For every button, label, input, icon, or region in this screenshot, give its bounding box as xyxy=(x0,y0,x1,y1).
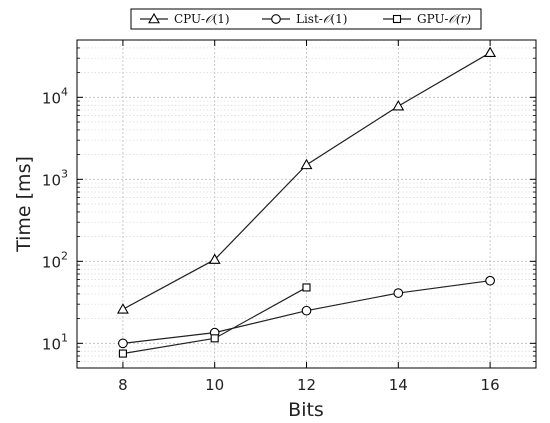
legend-arg: (1) xyxy=(330,12,347,26)
legend-arg: (1) xyxy=(213,12,230,26)
y-tick-base: 10 xyxy=(42,89,61,107)
legend-marker xyxy=(392,14,402,24)
legend-entry: CPU-𝒪(1) xyxy=(140,12,230,26)
legend-label: CPU-𝒪(1) xyxy=(174,12,230,26)
series-layer xyxy=(116,46,497,358)
data-point xyxy=(302,283,311,292)
series-square xyxy=(118,283,311,358)
legend-prefix: GPU- xyxy=(417,12,448,26)
data-point xyxy=(484,46,497,58)
y-axis-label: Time [ms] xyxy=(13,156,35,253)
legend-marker xyxy=(148,12,160,24)
y-tick-base: 10 xyxy=(42,335,61,353)
y-tick-base: 10 xyxy=(42,171,61,189)
legend-label: GPU-𝒪(r) xyxy=(417,12,471,26)
data-point xyxy=(393,288,404,298)
legend-items: CPU-𝒪(1) List-𝒪(1) GPU-𝒪(r) xyxy=(140,12,471,26)
y-tick-label: 101 xyxy=(42,331,68,353)
major-grid xyxy=(77,40,536,368)
y-tick-label: 104 xyxy=(42,85,68,107)
x-tick-label: 10 xyxy=(205,376,224,394)
legend-box xyxy=(130,8,482,30)
data-point xyxy=(210,334,219,343)
x-tick-label: 14 xyxy=(389,376,408,394)
series-circle xyxy=(118,275,495,349)
y-tick-exponent: 3 xyxy=(61,167,68,180)
legend-symbol: 𝒪 xyxy=(323,12,334,26)
data-point xyxy=(485,275,495,286)
data-point xyxy=(301,305,312,316)
y-tick-exponent: 2 xyxy=(61,249,68,262)
data-point xyxy=(300,158,313,170)
legend-entry: List-𝒪(1) xyxy=(262,12,347,26)
data-point xyxy=(116,303,129,314)
x-axis-label: Bits xyxy=(288,399,324,421)
legend-symbol: 𝒪 xyxy=(205,12,216,26)
data-point xyxy=(118,349,127,358)
x-tick-label: 16 xyxy=(481,376,500,394)
legend-prefix: List- xyxy=(296,12,323,26)
y-tick-label: 102 xyxy=(42,249,68,271)
data-point xyxy=(118,338,128,349)
legend-marker xyxy=(271,14,281,24)
data-point xyxy=(208,253,221,264)
series-triangle xyxy=(116,46,497,314)
minor-grid xyxy=(77,47,536,362)
axis-ticks xyxy=(77,40,536,368)
x-tick-labels: 8 10 12 14 16 xyxy=(118,376,500,394)
y-tick-exponent: 4 xyxy=(61,85,68,98)
data-point xyxy=(392,100,405,111)
y-tick-exponent: 1 xyxy=(61,331,68,344)
legend-prefix: CPU- xyxy=(174,12,205,26)
legend-label: List-𝒪(1) xyxy=(296,12,347,26)
legend-entry: GPU-𝒪(r) xyxy=(383,12,471,26)
legend: CPU-𝒪(1) List-𝒪(1) GPU-𝒪(r) xyxy=(130,8,482,30)
x-tick-label: 8 xyxy=(118,376,128,394)
x-tick-label: 12 xyxy=(297,376,316,394)
legend-symbol: 𝒪 xyxy=(448,12,459,26)
legend-arg: (r) xyxy=(456,12,471,26)
y-tick-base: 10 xyxy=(42,253,61,271)
y-tick-label: 103 xyxy=(42,167,68,189)
